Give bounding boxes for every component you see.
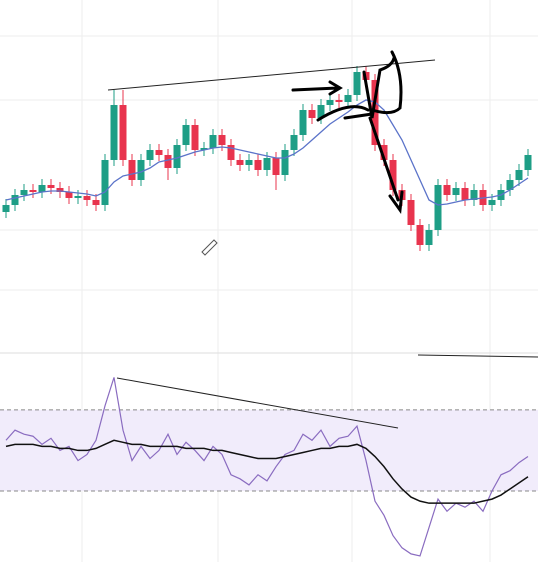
hand-stroke	[362, 50, 403, 119]
candle-body	[290, 135, 298, 150]
candle-body	[299, 110, 307, 135]
candle-body	[137, 160, 145, 180]
candle-body	[524, 155, 532, 170]
candle-body	[353, 72, 361, 95]
trend-line	[116, 377, 399, 429]
candle-body	[191, 125, 199, 150]
candle-body	[146, 150, 154, 160]
candle-body	[83, 196, 91, 200]
candle-body	[119, 105, 127, 160]
candle-body	[155, 150, 163, 155]
candle-body	[227, 145, 235, 160]
candle-body	[326, 100, 334, 105]
candle-body	[47, 185, 55, 188]
candle-body	[308, 110, 316, 118]
candle-body	[236, 160, 244, 165]
candle-body	[407, 200, 415, 225]
pencil-cursor	[201, 239, 218, 256]
trend-line	[417, 354, 538, 358]
candle-body	[173, 145, 181, 168]
candle-body	[254, 160, 262, 170]
candle-body	[506, 180, 514, 190]
candle-body	[92, 200, 100, 205]
candle-body	[209, 135, 217, 148]
candle-body	[371, 80, 379, 145]
candle-body	[416, 225, 424, 245]
candle-body	[20, 190, 28, 195]
candle-body	[11, 195, 19, 205]
candle-body	[128, 160, 136, 180]
candle-body	[281, 150, 289, 175]
candle-body	[443, 185, 451, 195]
hand-arrow	[291, 80, 343, 96]
candle-body	[380, 145, 388, 160]
candle-body	[452, 188, 460, 195]
trend-line	[107, 59, 436, 91]
candle-body	[74, 196, 82, 198]
candle-body	[38, 185, 46, 192]
candle-body	[182, 125, 190, 145]
candle-body	[425, 230, 433, 245]
candle-body	[200, 148, 208, 150]
candle-body	[110, 105, 118, 160]
candle-body	[470, 190, 478, 200]
candle-body	[434, 185, 442, 230]
candle-body	[335, 100, 343, 102]
candle-body	[461, 188, 469, 200]
candle-body	[272, 158, 280, 175]
candle-body	[2, 205, 10, 212]
candle-body	[65, 192, 73, 198]
drawings	[107, 50, 538, 429]
moving-average-line	[5, 99, 529, 206]
candle-body	[263, 158, 271, 170]
candle-body	[56, 188, 64, 192]
candle-body	[218, 135, 226, 145]
candle-body	[515, 170, 523, 180]
hand-arrow	[368, 116, 404, 215]
candle-body	[29, 190, 37, 192]
rsi-line	[5, 439, 529, 504]
candle-body	[245, 160, 253, 165]
candle-body	[344, 95, 352, 102]
plot-area	[0, 66, 538, 557]
candle-body	[317, 105, 325, 118]
candle-body	[488, 200, 496, 205]
candle-body	[389, 160, 397, 190]
hand-stroke	[316, 105, 374, 122]
candle-body	[101, 160, 109, 205]
candle-body	[164, 155, 172, 168]
